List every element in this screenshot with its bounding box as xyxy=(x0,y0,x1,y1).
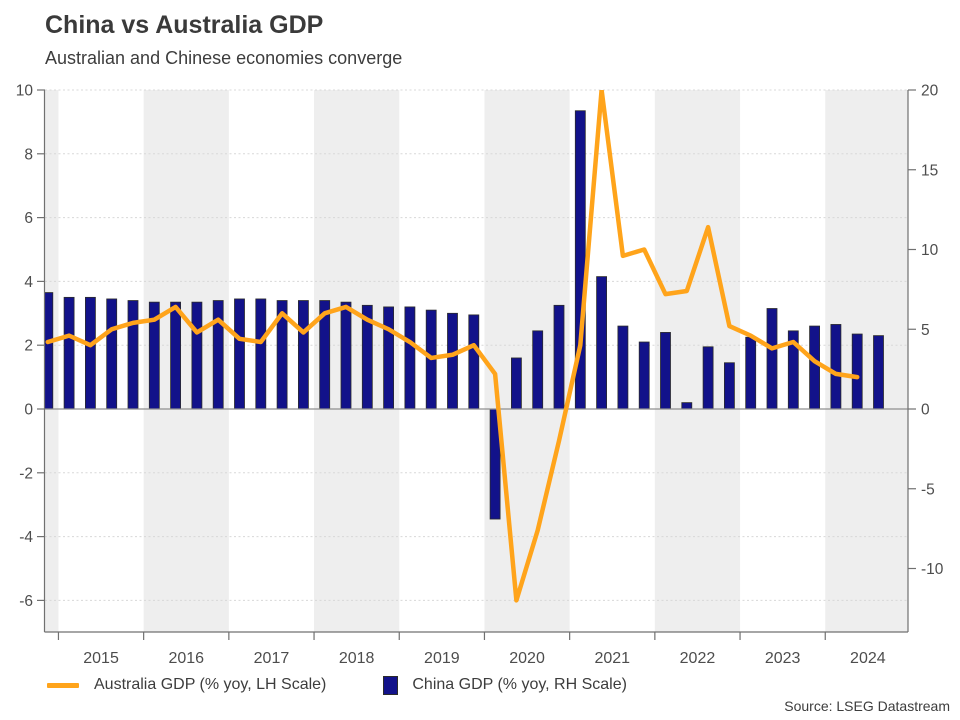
chart-legend: Australia GDP (% yoy, LH Scale) China GD… xyxy=(47,675,627,695)
right-axis-tick-label: 0 xyxy=(921,402,930,419)
legend-item-australia: Australia GDP (% yoy, LH Scale) xyxy=(47,676,326,694)
page-subtitle: Australian and Chinese economies converg… xyxy=(45,48,403,68)
china-gdp-bar xyxy=(532,330,544,410)
right-axis-tick-label: 20 xyxy=(921,83,939,100)
right-axis-tick-label: 5 xyxy=(921,322,930,339)
x-axis-year-label: 2024 xyxy=(850,650,886,667)
china-gdp-bar xyxy=(255,298,267,410)
left-axis-tick-label: 2 xyxy=(24,338,33,355)
chart-header: China vs Australia GDP Australian and Ch… xyxy=(45,10,925,69)
x-axis-year-label: 2017 xyxy=(254,650,290,667)
china-gdp-bar xyxy=(383,306,395,410)
china-gdp-bar xyxy=(340,301,352,410)
source-attribution: Source: LSEG Datastream xyxy=(784,698,950,714)
china-gdp-bar xyxy=(617,325,629,410)
left-axis-tick-label: 8 xyxy=(24,146,33,163)
china-gdp-bar xyxy=(766,308,778,410)
right-axis-tick-label: -10 xyxy=(921,561,944,578)
china-gdp-bar xyxy=(873,335,884,410)
china-gdp-bar xyxy=(745,336,757,410)
china-gdp-bar xyxy=(127,300,139,410)
left-axis-tick-label: 10 xyxy=(16,83,34,100)
left-axis-tick-label: -6 xyxy=(19,593,33,610)
x-axis-year-label: 2020 xyxy=(509,650,545,667)
china-gdp-bar xyxy=(234,298,245,410)
legend-label-australia: Australia GDP (% yoy, LH Scale) xyxy=(94,676,327,693)
australia-line-swatch xyxy=(47,682,79,688)
x-axis-year-label: 2019 xyxy=(424,650,460,667)
china-gdp-bar xyxy=(830,324,842,410)
china-gdp-bar xyxy=(404,306,416,410)
china-bar-swatch xyxy=(383,675,399,695)
legend-label-china: China GDP (% yoy, RH Scale) xyxy=(412,676,627,693)
right-axis-tick-label: 15 xyxy=(921,162,938,179)
china-gdp-bar xyxy=(596,276,607,410)
china-gdp-bar xyxy=(468,314,480,410)
china-gdp-bar xyxy=(660,332,671,410)
x-axis-year-label: 2015 xyxy=(83,650,119,667)
china-gdp-bar xyxy=(191,301,203,410)
right-axis-tick-label: -5 xyxy=(921,481,935,498)
china-gdp-bar xyxy=(724,362,735,410)
x-axis-year-label: 2021 xyxy=(594,650,630,667)
china-gdp-bar xyxy=(106,298,118,410)
x-axis-year-label: 2018 xyxy=(339,650,375,667)
china-gdp-bar xyxy=(702,346,714,410)
left-axis-tick-label: -2 xyxy=(19,465,33,482)
x-axis-year-label: 2022 xyxy=(680,650,716,667)
china-gdp-bar xyxy=(809,325,820,410)
left-axis-tick-label: 0 xyxy=(24,402,33,419)
china-gdp-bar xyxy=(297,300,309,410)
left-axis-tick-label: -4 xyxy=(19,529,33,546)
china-gdp-bar xyxy=(447,312,458,410)
china-gdp-bar xyxy=(170,301,182,410)
china-gdp-bar xyxy=(553,304,565,410)
legend-item-china: China GDP (% yoy, RH Scale) xyxy=(383,675,627,695)
right-axis-tick-label: 10 xyxy=(921,242,939,259)
china-gdp-bar xyxy=(510,357,522,410)
left-axis-tick-label: 4 xyxy=(24,274,33,291)
australia-gdp-line xyxy=(45,90,860,603)
left-axis-tick-label: 6 xyxy=(24,210,33,227)
page-title: China vs Australia GDP xyxy=(45,11,324,39)
x-axis-year-label: 2016 xyxy=(168,650,204,667)
china-gdp-bar xyxy=(681,402,693,410)
china-gdp-bar xyxy=(638,341,650,410)
china-gdp-bar xyxy=(851,333,863,410)
x-axis-year-label: 2023 xyxy=(765,650,801,667)
china-gdp-bar xyxy=(63,296,75,410)
china-gdp-bar xyxy=(212,300,224,410)
china-gdp-bar xyxy=(85,296,96,410)
